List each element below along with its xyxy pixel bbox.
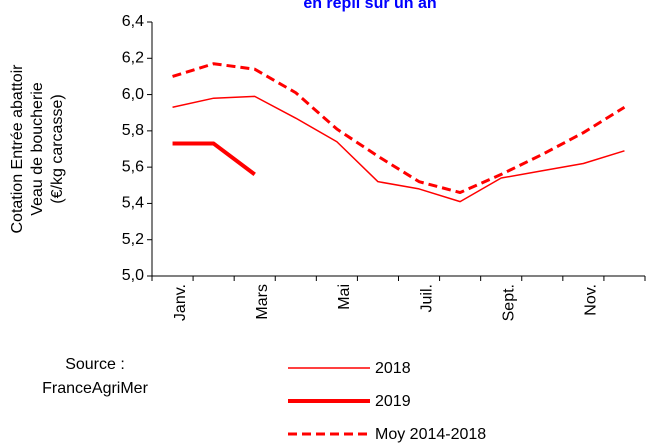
legend-label: 2018 [375,360,411,377]
x-tick-label: Juil. [418,284,435,312]
series-line [172,141,256,176]
y-tick-label: 5,0 [122,267,144,284]
legend-label: 2019 [375,393,411,410]
y-tick-label: 5,6 [122,158,144,175]
source: Source : [65,356,125,373]
y-tick-label: 6,4 [122,13,144,30]
legend-label: Moy 2014-2018 [375,426,486,443]
y-tick-label: 6,0 [122,86,144,103]
y-tick-label: 6,2 [122,50,144,67]
x-tick-label: Janv. [172,284,189,321]
y-axis-label: Cotation Entrée abattoir [9,64,26,234]
y-tick-label: 5,8 [122,122,144,139]
x-tick-label: Nov. [583,284,600,316]
y-tick-label: 5,2 [122,231,144,248]
x-tick-label: Mai [336,284,353,310]
chart-title: en repli sur un an [303,0,436,12]
y-axis-label: Veau de boucherie [29,82,46,216]
y-tick-label: 5,4 [122,195,144,212]
series-line [172,62,626,195]
source: FranceAgriMer [42,380,148,397]
y-axis-label: (€/kg carcasse) [49,94,66,203]
series-line [172,95,625,203]
x-tick-label: Sept. [500,284,517,321]
x-tick-label: Mars [254,284,271,320]
